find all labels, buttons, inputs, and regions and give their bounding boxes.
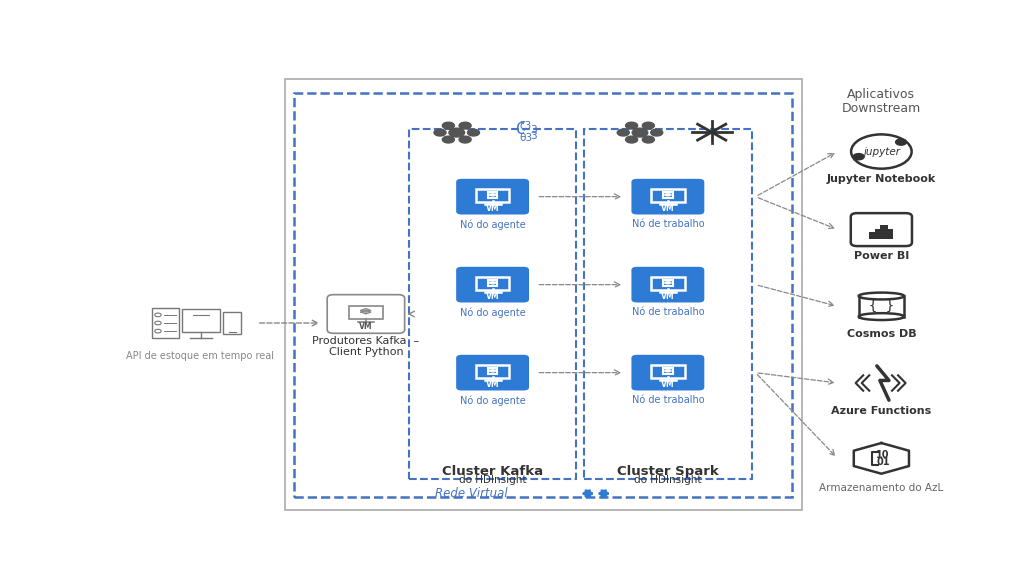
Text: Power BI: Power BI xyxy=(854,251,909,261)
FancyBboxPatch shape xyxy=(456,267,529,302)
FancyBboxPatch shape xyxy=(456,179,529,214)
Text: Jupyter Notebook: Jupyter Notebook xyxy=(827,174,937,184)
Text: Client Python: Client Python xyxy=(329,347,403,357)
FancyBboxPatch shape xyxy=(152,308,179,338)
Text: VM: VM xyxy=(661,380,674,389)
Polygon shape xyxy=(489,369,497,371)
Circle shape xyxy=(651,129,663,136)
FancyBboxPatch shape xyxy=(651,277,685,290)
FancyBboxPatch shape xyxy=(488,192,498,197)
Text: ζ3
θ3: ζ3 θ3 xyxy=(519,121,533,144)
Text: jupyter: jupyter xyxy=(862,146,900,156)
FancyBboxPatch shape xyxy=(327,295,405,333)
Circle shape xyxy=(460,122,471,129)
Bar xyxy=(880,225,887,239)
FancyBboxPatch shape xyxy=(651,189,685,202)
Circle shape xyxy=(632,128,648,137)
Text: VM: VM xyxy=(661,204,674,213)
Text: Nó de trabalho: Nó de trabalho xyxy=(631,396,704,406)
FancyBboxPatch shape xyxy=(476,277,510,290)
Text: Nó do agente: Nó do agente xyxy=(460,308,525,318)
FancyBboxPatch shape xyxy=(663,192,672,197)
FancyBboxPatch shape xyxy=(631,267,704,302)
FancyBboxPatch shape xyxy=(348,306,382,319)
Polygon shape xyxy=(489,281,497,283)
Polygon shape xyxy=(664,194,671,196)
FancyBboxPatch shape xyxy=(223,312,241,334)
Circle shape xyxy=(895,139,907,145)
Circle shape xyxy=(468,129,479,136)
Text: Nó de trabalho: Nó de trabalho xyxy=(631,308,704,318)
Text: VM: VM xyxy=(661,292,674,301)
Text: 10: 10 xyxy=(876,450,889,460)
Polygon shape xyxy=(664,281,671,283)
Circle shape xyxy=(442,136,454,143)
Text: Nó do agente: Nó do agente xyxy=(460,396,525,406)
Polygon shape xyxy=(664,369,671,371)
Text: VM: VM xyxy=(486,380,500,389)
FancyBboxPatch shape xyxy=(663,280,672,285)
Text: Nó do agente: Nó do agente xyxy=(460,220,525,230)
Circle shape xyxy=(853,154,865,160)
Text: 01: 01 xyxy=(876,456,889,466)
Bar xyxy=(885,230,893,239)
FancyBboxPatch shape xyxy=(488,368,498,373)
Circle shape xyxy=(642,122,655,129)
Bar xyxy=(869,232,877,239)
Text: { }: { } xyxy=(869,299,894,314)
Circle shape xyxy=(434,129,446,136)
Text: do HDInsight: do HDInsight xyxy=(458,475,526,485)
FancyBboxPatch shape xyxy=(631,355,704,390)
Text: Azure Functions: Azure Functions xyxy=(832,407,931,417)
Circle shape xyxy=(626,136,637,143)
Text: 3: 3 xyxy=(530,131,538,141)
Text: do HDInsight: do HDInsight xyxy=(634,475,702,485)
Polygon shape xyxy=(489,370,497,372)
Polygon shape xyxy=(489,194,497,196)
Text: Produtores Kafka  –: Produtores Kafka – xyxy=(313,336,419,346)
Text: Cosmos DB: Cosmos DB xyxy=(847,329,916,339)
FancyBboxPatch shape xyxy=(456,355,529,390)
Text: Cluster Kafka: Cluster Kafka xyxy=(442,465,543,478)
Circle shape xyxy=(442,122,454,129)
Text: VM: VM xyxy=(486,292,500,301)
Text: Downstream: Downstream xyxy=(842,102,921,115)
Text: VM: VM xyxy=(359,322,373,331)
Text: C: C xyxy=(516,122,525,137)
FancyBboxPatch shape xyxy=(182,309,220,332)
FancyBboxPatch shape xyxy=(631,179,704,214)
Circle shape xyxy=(460,136,471,143)
Text: Nó de trabalho: Nó de trabalho xyxy=(631,220,704,230)
Text: Aplicativos: Aplicativos xyxy=(847,88,915,101)
Circle shape xyxy=(626,122,637,129)
FancyBboxPatch shape xyxy=(476,365,510,378)
Circle shape xyxy=(617,129,629,136)
Text: VM: VM xyxy=(486,204,500,213)
Text: Cluster Spark: Cluster Spark xyxy=(617,465,719,478)
Text: API de estoque em tempo real: API de estoque em tempo real xyxy=(126,351,274,361)
Polygon shape xyxy=(489,282,497,284)
Bar xyxy=(875,229,882,239)
Polygon shape xyxy=(664,282,671,284)
FancyBboxPatch shape xyxy=(476,189,510,202)
Polygon shape xyxy=(664,193,671,195)
Text: Armazenamento do AzL: Armazenamento do AzL xyxy=(819,483,944,493)
Circle shape xyxy=(449,128,465,137)
FancyBboxPatch shape xyxy=(651,365,685,378)
FancyBboxPatch shape xyxy=(663,368,672,373)
Text: Rede Virtual: Rede Virtual xyxy=(435,487,508,500)
Polygon shape xyxy=(489,193,497,195)
FancyBboxPatch shape xyxy=(488,280,498,285)
Polygon shape xyxy=(664,370,671,372)
Circle shape xyxy=(642,136,655,143)
Text: 3: 3 xyxy=(530,125,538,135)
